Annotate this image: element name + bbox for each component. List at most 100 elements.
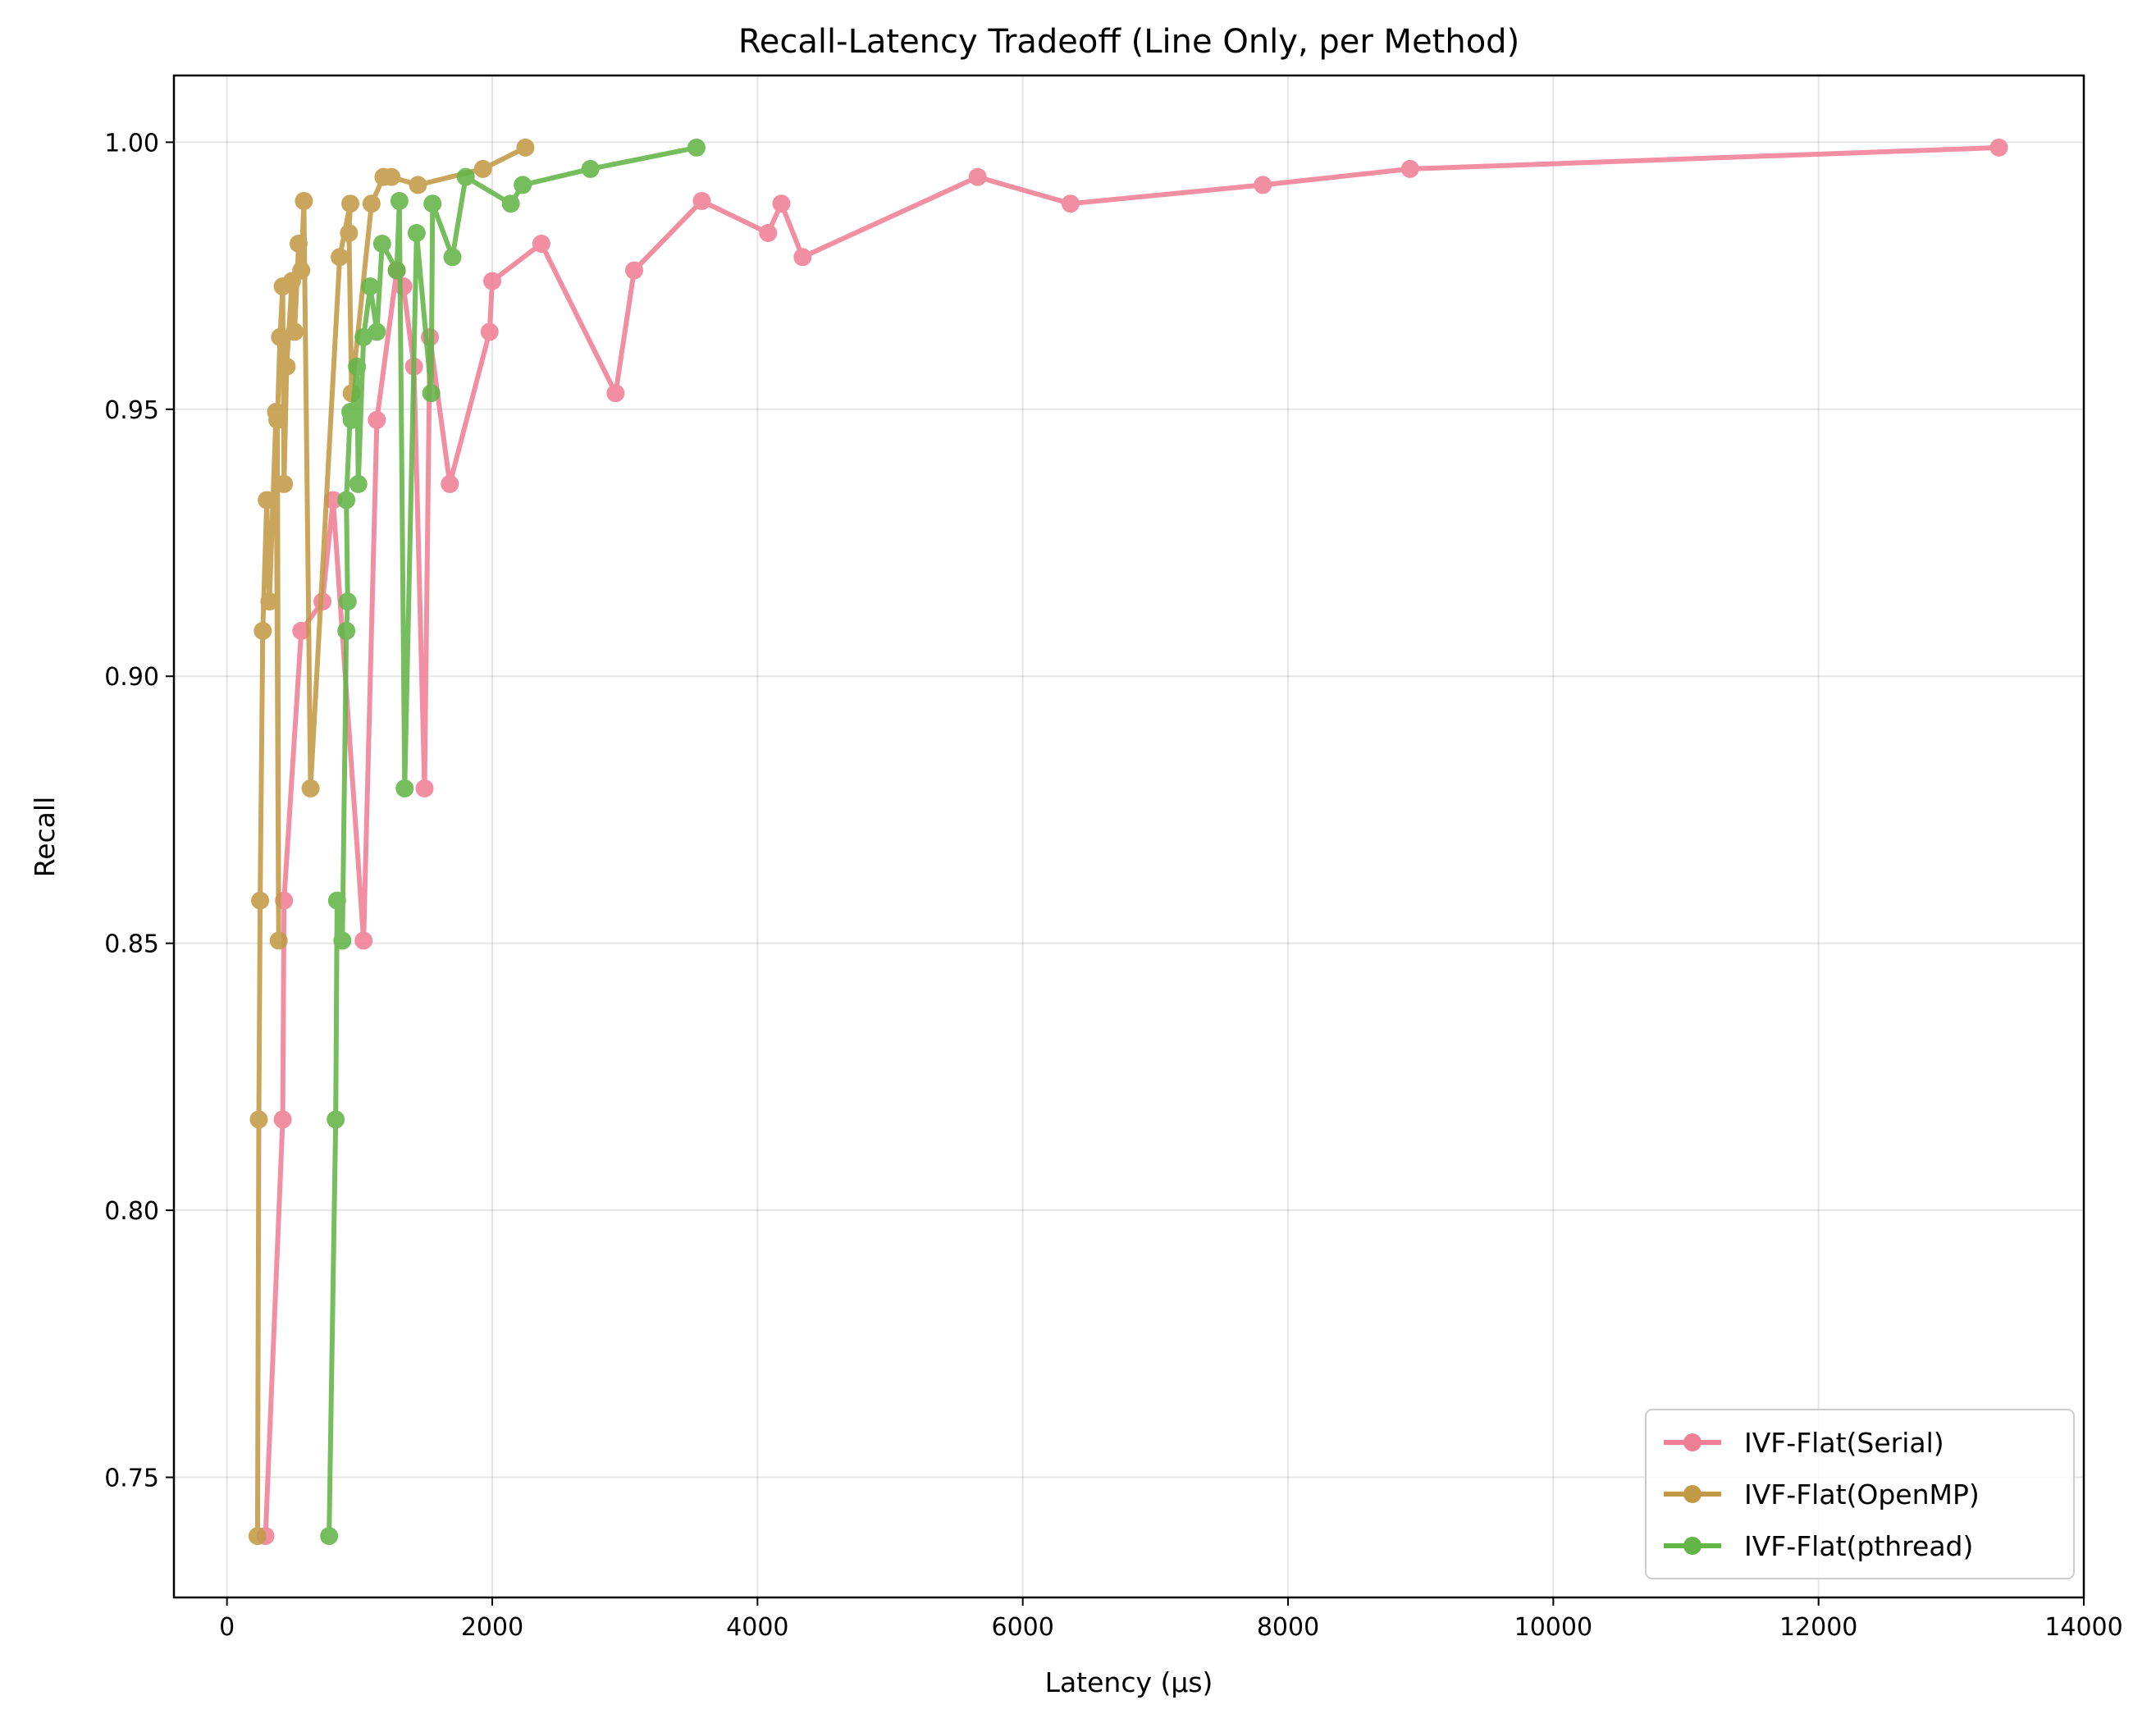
x-tick-label: 10000 bbox=[1514, 1613, 1592, 1642]
chart-title: Recall-Latency Tradeoff (Line Only, per … bbox=[738, 23, 1519, 61]
data-point bbox=[333, 931, 352, 950]
data-point bbox=[349, 474, 368, 493]
data-point bbox=[337, 491, 356, 510]
x-axis-ticks: 0 2000 4000 6000 8000 10000 12000 14000 bbox=[219, 1597, 2123, 1642]
data-point bbox=[382, 167, 401, 186]
data-point bbox=[606, 384, 625, 403]
y-axis-title: Recall bbox=[29, 797, 61, 877]
data-point bbox=[368, 322, 386, 341]
plot-frame bbox=[172, 74, 2085, 1599]
y-tick-label: 0.90 bbox=[104, 663, 159, 692]
data-point bbox=[395, 779, 414, 798]
y-tick-label: 0.75 bbox=[104, 1465, 159, 1493]
data-point bbox=[516, 138, 535, 157]
series-1 bbox=[256, 138, 2008, 1546]
data-point bbox=[443, 248, 462, 267]
data-point bbox=[407, 224, 426, 243]
data-point bbox=[793, 248, 812, 267]
data-point bbox=[441, 474, 459, 493]
data-point bbox=[268, 410, 287, 429]
data-point bbox=[275, 474, 294, 493]
data-point bbox=[269, 931, 288, 950]
data-point bbox=[285, 322, 304, 341]
data-point bbox=[390, 191, 409, 210]
series-3 bbox=[320, 138, 706, 1546]
data-point bbox=[368, 410, 386, 429]
series-line bbox=[263, 144, 2002, 1539]
legend-label: IVF-Flat(Serial) bbox=[1744, 1427, 1944, 1459]
data-point bbox=[501, 194, 520, 213]
data-point bbox=[687, 138, 706, 157]
x-tick-label: 12000 bbox=[1779, 1613, 1857, 1642]
y-axis-ticks: 0.75 0.80 0.85 0.90 0.95 1.00 bbox=[104, 129, 174, 1493]
y-tick-label: 1.00 bbox=[104, 129, 159, 158]
x-tick-label: 6000 bbox=[991, 1613, 1053, 1642]
data-point bbox=[254, 621, 272, 640]
data-point bbox=[292, 621, 311, 640]
x-tick-label: 2000 bbox=[461, 1613, 523, 1642]
plot-series bbox=[248, 138, 2008, 1546]
data-point bbox=[248, 1527, 267, 1546]
data-point bbox=[968, 167, 987, 186]
data-point bbox=[1254, 176, 1272, 194]
data-point bbox=[337, 621, 356, 640]
data-point bbox=[348, 357, 367, 376]
data-point bbox=[372, 235, 391, 254]
data-point bbox=[342, 410, 361, 429]
data-point bbox=[532, 235, 550, 254]
data-point bbox=[415, 779, 434, 798]
data-point bbox=[289, 235, 308, 254]
data-point bbox=[331, 248, 349, 267]
data-point bbox=[394, 277, 413, 296]
legend-marker bbox=[1683, 1485, 1702, 1503]
legend-box bbox=[1645, 1409, 2075, 1579]
data-point bbox=[1400, 159, 1419, 178]
data-point bbox=[480, 322, 499, 341]
y-tick-label: 0.85 bbox=[104, 930, 159, 959]
data-point bbox=[692, 191, 711, 210]
data-point bbox=[273, 1110, 292, 1129]
data-point bbox=[251, 891, 270, 910]
data-point bbox=[456, 167, 475, 186]
data-point bbox=[581, 159, 600, 178]
legend-entry: IVF-Flat(OpenMP) bbox=[1664, 1478, 1980, 1510]
data-point bbox=[473, 159, 492, 178]
data-point bbox=[249, 1110, 268, 1129]
x-axis-title: Latency (µs) bbox=[1045, 1666, 1213, 1698]
data-point bbox=[340, 224, 359, 243]
data-point bbox=[422, 384, 441, 403]
data-point bbox=[423, 194, 442, 213]
legend-entry: IVF-Flat(pthread) bbox=[1664, 1530, 1973, 1562]
data-point bbox=[258, 491, 276, 510]
x-tick-label: 8000 bbox=[1257, 1613, 1319, 1642]
data-point bbox=[277, 357, 296, 376]
data-point bbox=[772, 194, 791, 213]
x-tick-label: 14000 bbox=[2044, 1613, 2122, 1642]
data-point bbox=[292, 261, 311, 280]
data-point bbox=[514, 176, 532, 194]
data-point bbox=[362, 194, 381, 213]
x-tick-label: 0 bbox=[219, 1613, 235, 1642]
data-point bbox=[361, 277, 380, 296]
data-point bbox=[1061, 194, 1080, 213]
data-point bbox=[1989, 138, 2008, 157]
data-point bbox=[295, 191, 313, 210]
data-point bbox=[387, 261, 406, 280]
data-point bbox=[759, 224, 778, 243]
legend-label: IVF-Flat(OpenMP) bbox=[1744, 1478, 1980, 1510]
data-point bbox=[624, 261, 643, 280]
legend-marker bbox=[1683, 1537, 1702, 1555]
y-tick-label: 0.80 bbox=[104, 1197, 159, 1226]
legend-marker bbox=[1683, 1433, 1702, 1451]
y-tick-label: 0.95 bbox=[104, 396, 159, 425]
x-tick-label: 4000 bbox=[726, 1613, 788, 1642]
data-point bbox=[354, 931, 373, 950]
data-point bbox=[320, 1527, 339, 1546]
data-point bbox=[271, 327, 290, 346]
data-point bbox=[483, 272, 501, 290]
data-point bbox=[338, 592, 357, 611]
data-point bbox=[341, 194, 360, 213]
data-point bbox=[327, 1110, 345, 1129]
legend: IVF-Flat(Serial) IVF-Flat(OpenMP) IVF-Flat… bbox=[1645, 1409, 2075, 1579]
